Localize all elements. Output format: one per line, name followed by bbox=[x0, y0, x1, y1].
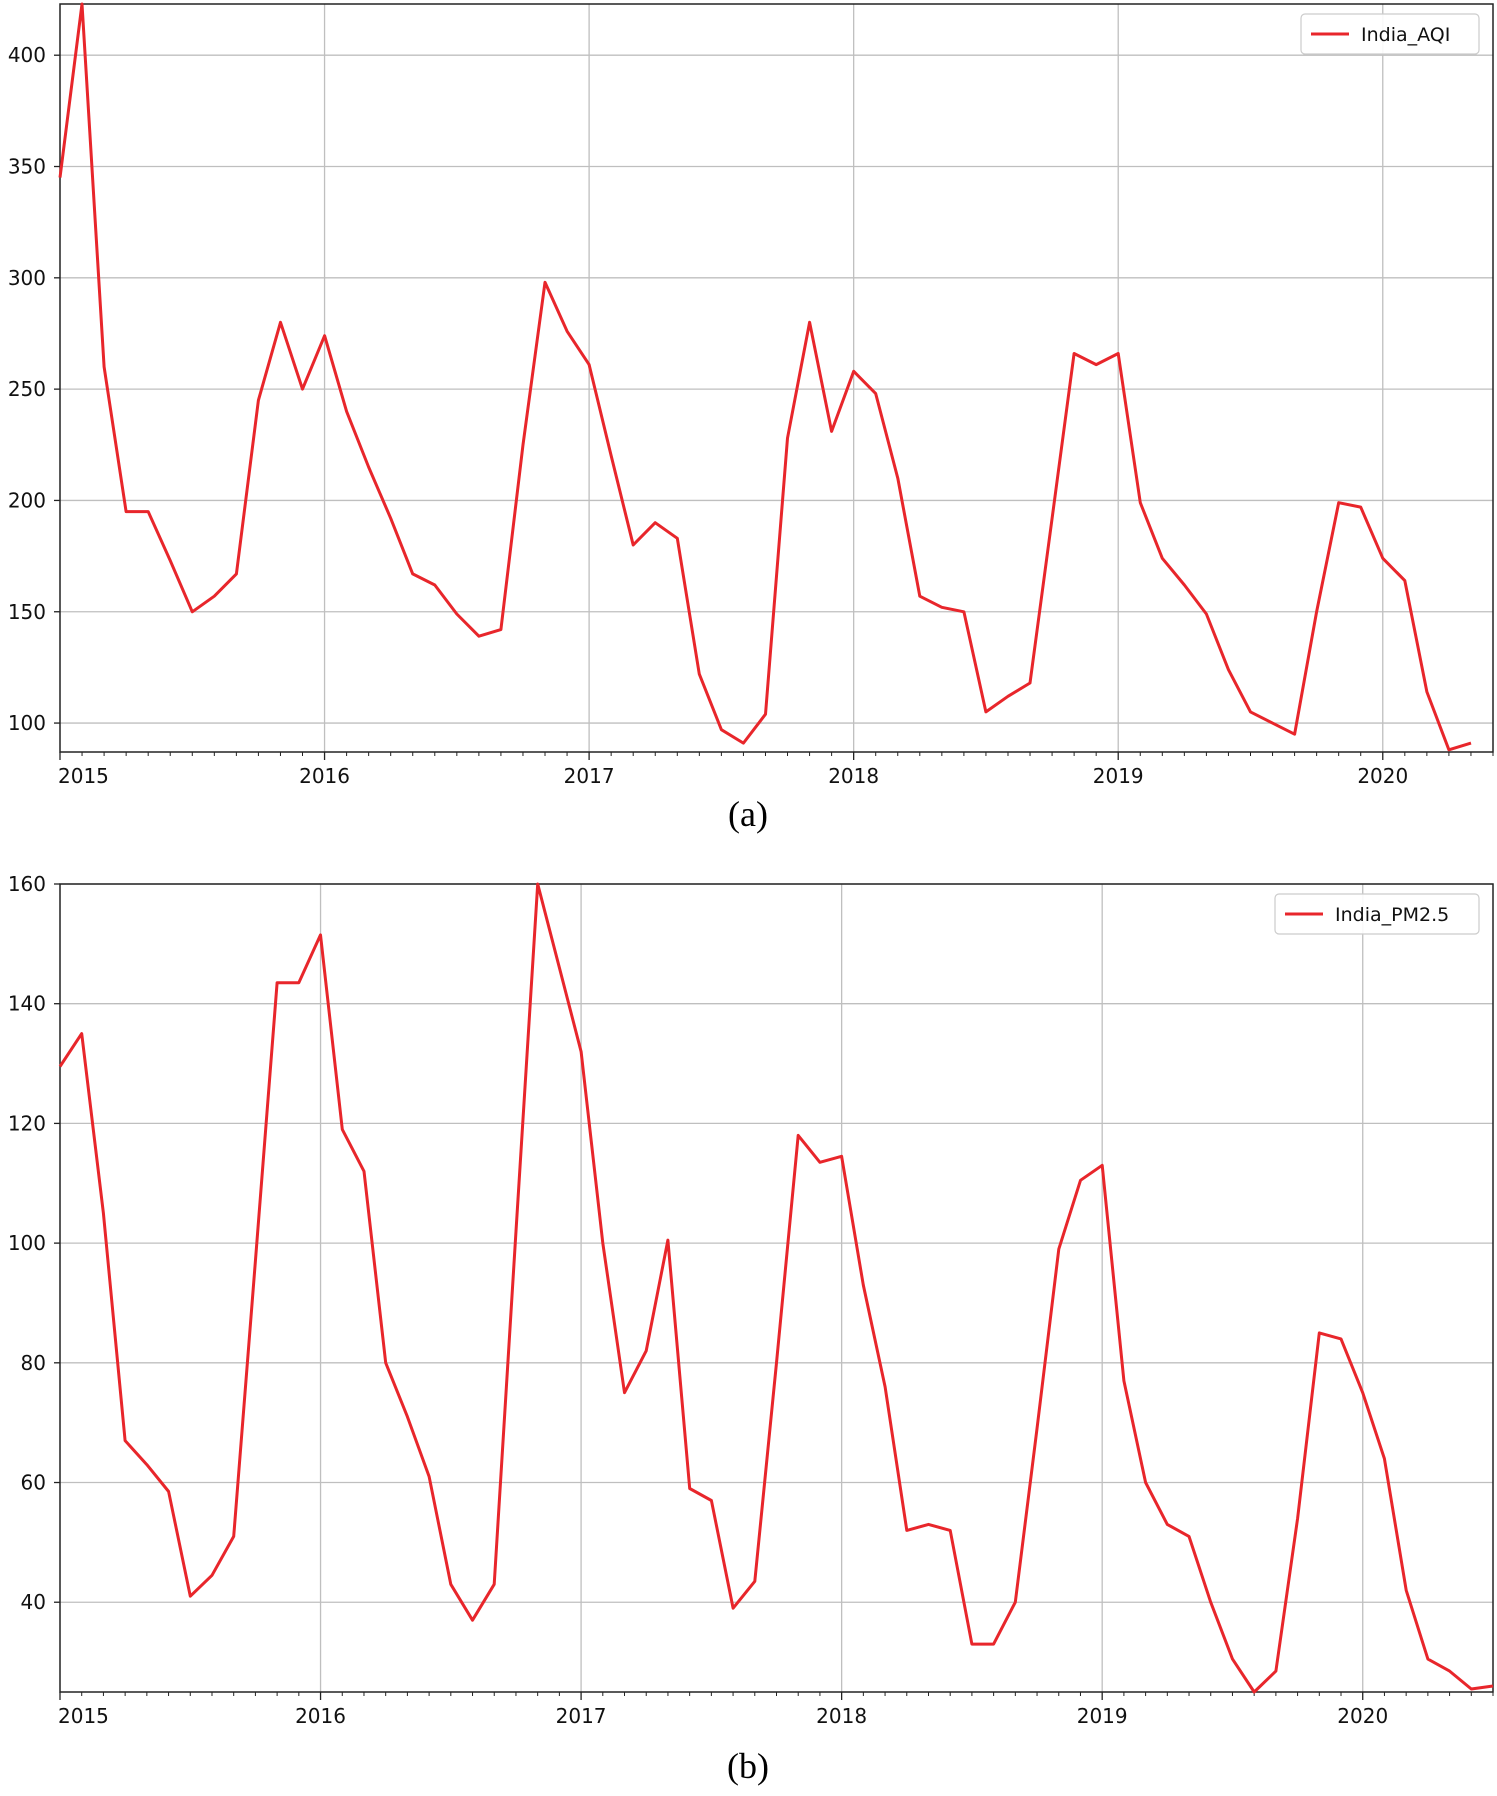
plot-area bbox=[60, 884, 1493, 1692]
y-tick-label: 160 bbox=[8, 872, 46, 896]
x-tick-label: 2020 bbox=[1337, 1704, 1388, 1728]
x-tick-label: 2019 bbox=[1093, 764, 1144, 788]
y-tick-label: 140 bbox=[8, 992, 46, 1016]
chart-panel-pm25: 40 60 80 100 120 140 160 2015 2016 2017 2018 2019 20… bbox=[0, 870, 1497, 1791]
y-tick-label: 60 bbox=[21, 1471, 46, 1495]
y-tick-label: 80 bbox=[21, 1351, 46, 1375]
y-tick-label: 120 bbox=[8, 1111, 46, 1135]
y-tick-label: 100 bbox=[8, 1231, 46, 1255]
y-tick-label: 350 bbox=[8, 155, 46, 179]
plot-area bbox=[60, 4, 1493, 752]
x-tick-label: 2019 bbox=[1077, 1704, 1128, 1728]
x-tick-label: 2017 bbox=[564, 764, 615, 788]
x-tick-label: 2020 bbox=[1357, 764, 1408, 788]
y-tick-label: 200 bbox=[8, 488, 46, 512]
figure-caption: (b) bbox=[727, 1746, 769, 1786]
series-line-pm25 bbox=[58, 882, 1494, 1694]
legend-box bbox=[1274, 893, 1480, 935]
pm25-line-chart: 40 60 80 100 120 140 160 2015 2016 2017 2018 2019 20… bbox=[8, 872, 1494, 1786]
x-tick-label: 2016 bbox=[295, 1704, 346, 1728]
y-tick-label: 40 bbox=[21, 1590, 46, 1614]
legend-label: India_PM2.5 bbox=[1335, 904, 1449, 926]
x-tick-label: 2018 bbox=[828, 764, 879, 788]
x-tick-label: 2018 bbox=[816, 1704, 867, 1728]
legend-box bbox=[1300, 13, 1480, 55]
chart-panel-aqi: 100 150 200 250 300 350 400 2015 2016 2017 2018 201… bbox=[0, 0, 1497, 850]
x-tick-label: 2015 bbox=[58, 764, 109, 788]
axes-frame bbox=[59, 883, 1494, 1693]
y-tick-label: 100 bbox=[8, 711, 46, 735]
y-tick-label: 300 bbox=[8, 266, 46, 290]
series-line-aqi bbox=[58, 2, 1472, 752]
legend: India_AQI bbox=[1300, 13, 1480, 55]
aqi-line-chart: 100 150 200 250 300 350 400 2015 2016 2017 2018 201… bbox=[8, 2, 1494, 834]
y-tick-label: 400 bbox=[8, 43, 46, 67]
y-tick-label: 250 bbox=[8, 377, 46, 401]
y-tick-label: 150 bbox=[8, 600, 46, 624]
legend: India_PM2.5 bbox=[1274, 893, 1480, 935]
legend-label: India_AQI bbox=[1361, 24, 1450, 46]
figure-caption: (a) bbox=[728, 794, 768, 834]
x-tick-label: 2015 bbox=[58, 1704, 109, 1728]
x-tick-label: 2017 bbox=[556, 1704, 607, 1728]
axes-frame bbox=[59, 3, 1494, 753]
x-tick-label: 2016 bbox=[299, 764, 350, 788]
